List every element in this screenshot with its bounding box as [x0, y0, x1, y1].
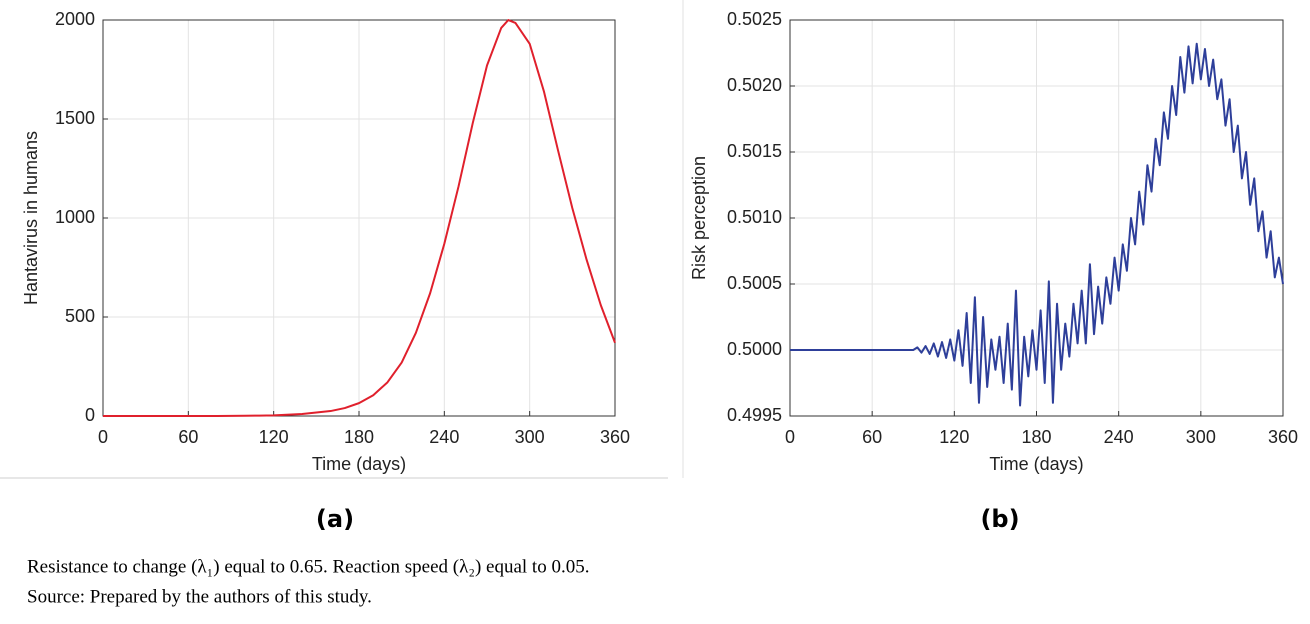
x-axis-label: Time (days) — [312, 454, 406, 474]
x-axis-label: Time (days) — [989, 454, 1083, 474]
y-tick-label: 1500 — [55, 108, 95, 128]
y-tick-label: 500 — [65, 306, 95, 326]
y-tick-label: 2000 — [55, 9, 95, 29]
x-tick-label: 240 — [1104, 427, 1134, 447]
data-line — [103, 19, 616, 417]
y-axis-label: Risk perception — [689, 156, 709, 280]
x-tick-label: 180 — [1021, 427, 1051, 447]
y-tick-label: 0.5000 — [727, 339, 782, 359]
x-tick-label: 0 — [98, 427, 108, 447]
x-tick-label: 240 — [429, 427, 459, 447]
x-tick-label: 120 — [259, 427, 289, 447]
data-line — [790, 42, 1284, 407]
x-tick-label: 300 — [515, 427, 545, 447]
y-tick-label: 0.5005 — [727, 273, 782, 293]
x-tick-label: 0 — [785, 427, 795, 447]
y-tick-label: 0.5015 — [727, 141, 782, 161]
y-axis-label: Hantavirus in humans — [21, 131, 41, 305]
panel-label: (b) — [980, 505, 1019, 533]
x-tick-label: 60 — [862, 427, 882, 447]
y-tick-label: 1000 — [55, 207, 95, 227]
y-tick-label: 0.4995 — [727, 405, 782, 425]
x-tick-label: 300 — [1186, 427, 1216, 447]
x-tick-label: 180 — [344, 427, 374, 447]
x-tick-label: 360 — [600, 427, 630, 447]
x-tick-label: 60 — [178, 427, 198, 447]
x-tick-label: 360 — [1268, 427, 1298, 447]
caption: Resistance to change (λ₁) equal to 0.65.… — [27, 556, 589, 577]
x-tick-label: 120 — [939, 427, 969, 447]
y-tick-label: 0.5020 — [727, 75, 782, 95]
y-tick-label: 0.5025 — [727, 9, 782, 29]
caption: Source: Prepared by the authors of this … — [27, 586, 372, 607]
plot-frame — [789, 19, 1284, 417]
y-tick-label: 0 — [85, 405, 95, 425]
y-tick-label: 0.5010 — [727, 207, 782, 227]
panel-label: (a) — [316, 505, 354, 533]
plot-frame — [102, 19, 616, 417]
